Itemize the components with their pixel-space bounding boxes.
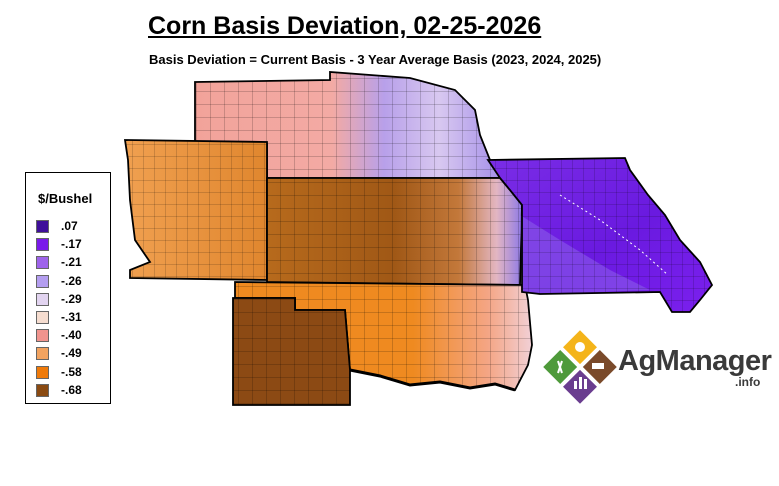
legend-label: -.29 (61, 291, 82, 306)
legend-swatch (36, 274, 49, 288)
legend-item: -.40 (36, 328, 108, 343)
legend-label: .07 (61, 219, 78, 233)
legend-label: -.40 (61, 328, 82, 343)
missouri-region (486, 157, 714, 313)
colorado-region (123, 139, 268, 281)
agmanager-logo-suffix: .info (735, 375, 761, 389)
agmanager-logo-text: AgManager (618, 345, 772, 377)
agmanager-logo-icon (543, 330, 617, 404)
texas-panhandle-region (232, 297, 351, 406)
legend-label: -.21 (61, 255, 82, 270)
legend-item: -.21 (36, 255, 108, 270)
nebraska-region (194, 71, 502, 179)
legend-item: -.17 (36, 237, 108, 252)
legend-item: -.29 (36, 292, 108, 307)
legend-swatch (36, 220, 49, 233)
legend-swatch (36, 347, 49, 361)
legend-item: -.68 (36, 383, 108, 398)
map-title: Corn Basis Deviation, 02-25-2026 (148, 12, 542, 40)
legend-label: -.68 (61, 382, 82, 397)
legend-title: $/Bushel (38, 191, 93, 206)
legend-item: -.31 (36, 310, 108, 325)
legend-item: .07 (36, 219, 108, 234)
legend-label: -.49 (61, 346, 82, 361)
legend-label: -.31 (61, 310, 82, 324)
legend-swatch (36, 256, 49, 270)
agmanager-logo: AgManager .info (540, 325, 772, 410)
legend-label: -.26 (61, 273, 82, 288)
legend-swatch (36, 365, 49, 379)
legend-item: -.58 (36, 365, 108, 380)
kansas-region (266, 177, 523, 286)
legend-swatch (36, 383, 49, 397)
legend-item: -.49 (36, 346, 108, 361)
legend: $/Bushel .07 -.17 -.21 -.26 -.29 -.31 -.40 -.49… (25, 172, 111, 404)
legend-item: -.26 (36, 274, 108, 289)
legend-label: -.17 (61, 237, 82, 252)
legend-label: -.58 (61, 364, 82, 379)
legend-swatch (36, 311, 49, 324)
legend-swatch (36, 238, 49, 252)
legend-swatch (36, 292, 49, 306)
legend-swatch (36, 329, 49, 343)
map-subtitle: Basis Deviation = Current Basis - 3 Year… (149, 52, 602, 67)
